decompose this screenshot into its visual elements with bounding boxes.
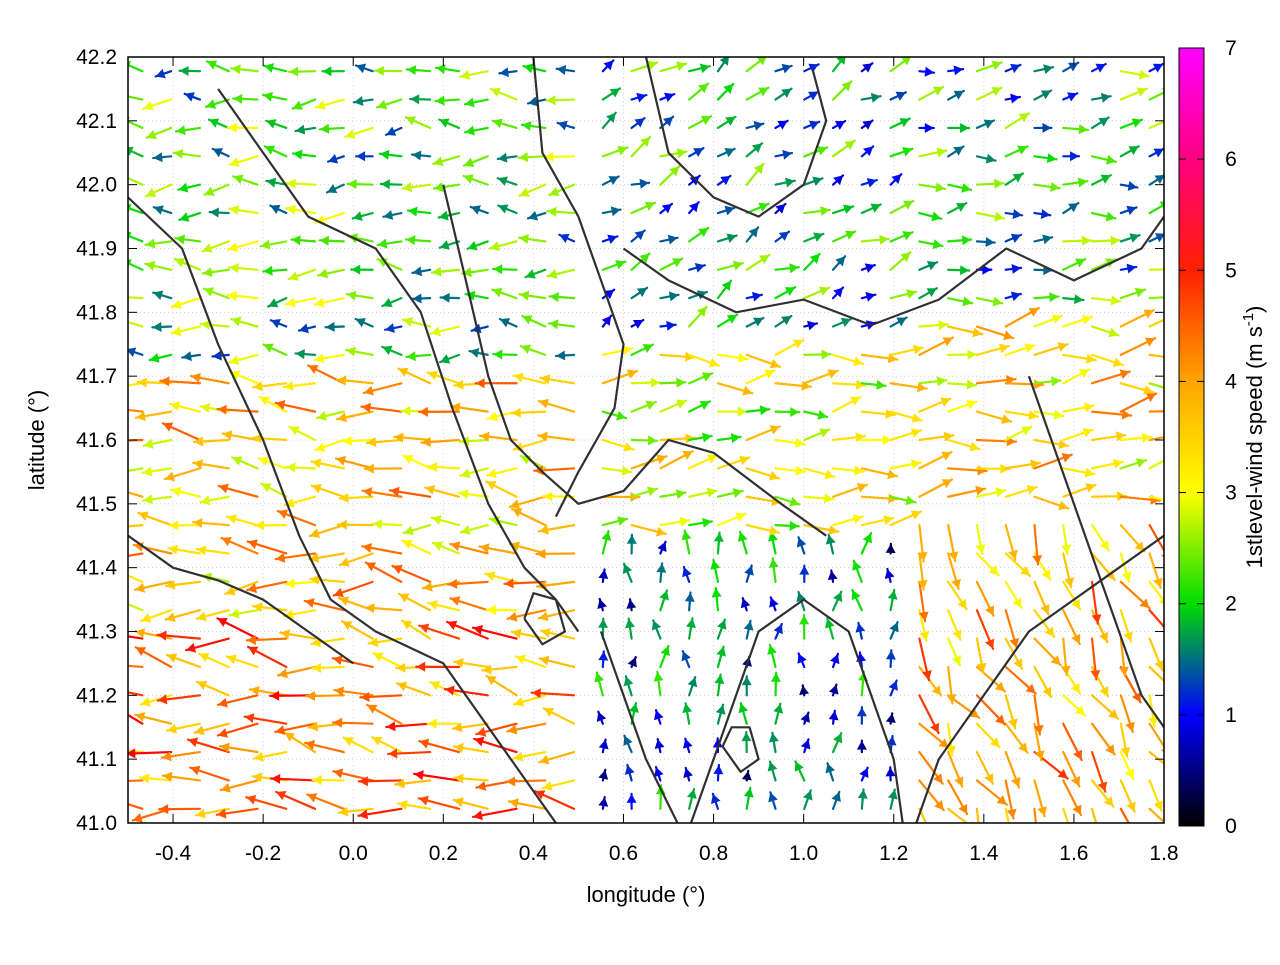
y-tick-label-8: 41.8 <box>76 301 117 324</box>
x-tick-label-5: 0.6 <box>609 842 638 865</box>
y-tick-label-6: 41.6 <box>76 429 117 452</box>
x-tick-label-8: 1.2 <box>879 842 908 865</box>
x-axis-title: longitude (°) <box>587 882 706 907</box>
y-tick-label-5: 41.5 <box>76 493 117 516</box>
colorbar-tick-label-4: 4 <box>1225 370 1237 393</box>
y-tick-label-12: 42.2 <box>76 46 117 69</box>
colorbar-tick-label-6: 6 <box>1225 148 1237 171</box>
colorbar-tick-labels: 0 1 2 3 4 5 6 7 <box>1225 37 1237 838</box>
x-tick-label-4: 0.4 <box>519 842 549 865</box>
colorbar-title-end: ) <box>1242 306 1267 313</box>
y-tick-label-10: 42.0 <box>76 174 117 197</box>
x-tick-label-3: 0.2 <box>429 842 458 865</box>
colorbar-title-main: 1stlevel-wind speed (m s <box>1242 326 1267 568</box>
y-tick-label-0: 41.0 <box>76 812 117 835</box>
colorbar <box>1179 48 1204 826</box>
x-tick-label-10: 1.6 <box>1059 842 1088 865</box>
x-tick-label-11: 1.8 <box>1149 842 1178 865</box>
colorbar-title: 1stlevel-wind speed (m s-1) <box>1240 306 1267 569</box>
x-tick-labels: -0.4 -0.2 0.0 0.2 0.4 0.6 0.8 1.0 1.2 1.4 1.6 1.8 <box>155 842 1179 865</box>
y-tick-label-2: 41.2 <box>76 684 117 707</box>
x-tick-label-2: 0.0 <box>339 842 368 865</box>
y-tick-label-9: 41.9 <box>76 238 117 261</box>
colorbar-title-sup: -1 <box>1240 313 1257 326</box>
x-tick-label-6: 0.8 <box>699 842 728 865</box>
y-tick-label-11: 42.1 <box>76 110 117 133</box>
colorbar-tick-label-5: 5 <box>1225 259 1237 282</box>
colorbar-tick-label-0: 0 <box>1225 815 1237 838</box>
y-tick-label-4: 41.4 <box>76 557 117 580</box>
y-tick-label-1: 41.1 <box>76 748 117 771</box>
colorbar-tick-label-3: 3 <box>1225 482 1237 505</box>
y-tick-labels: 41.0 41.1 41.2 41.3 41.4 41.5 41.6 41.7 41.8 41.9… <box>76 46 117 835</box>
x-tick-label-1: -0.2 <box>245 842 281 865</box>
y-axis-title: latitude (°) <box>24 390 49 491</box>
colorbar-tick-label-1: 1 <box>1225 704 1237 727</box>
x-tick-label-9: 1.4 <box>969 842 999 865</box>
x-tick-label-7: 1.0 <box>789 842 818 865</box>
y-tick-label-7: 41.7 <box>76 365 117 388</box>
colorbar-tick-label-7: 7 <box>1225 37 1237 60</box>
x-tick-label-0: -0.4 <box>155 842 192 865</box>
colorbar-tick-label-2: 2 <box>1225 593 1237 616</box>
y-tick-label-3: 41.3 <box>76 621 117 644</box>
